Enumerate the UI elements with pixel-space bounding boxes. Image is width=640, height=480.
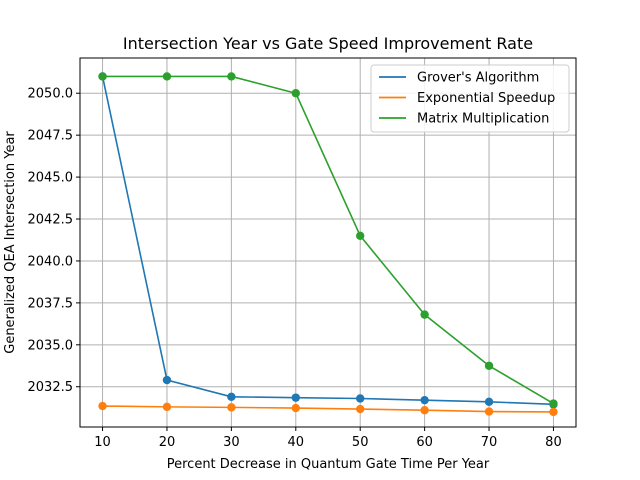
data-point <box>356 394 365 403</box>
data-point <box>227 403 236 412</box>
data-point <box>549 407 558 417</box>
legend-label: Exponential Speedup <box>417 91 555 106</box>
legend-label: Grover's Algorithm <box>417 71 539 86</box>
series-3 <box>98 72 558 408</box>
legend-label: Matrix Multiplication <box>417 112 549 127</box>
data-point <box>162 72 172 81</box>
y-tick-label: 2040.0 <box>28 254 74 269</box>
x-tick-label: 30 <box>223 435 240 450</box>
y-axis-label: Generalized QEA Intersection Year <box>3 131 18 354</box>
series-line <box>102 75 554 405</box>
x-tick-label: 70 <box>481 435 498 450</box>
y-tick-label: 2042.5 <box>28 213 74 228</box>
series-line <box>102 405 554 413</box>
data-point <box>227 392 236 402</box>
series-layer <box>98 72 558 417</box>
y-tick-label: 2047.5 <box>28 129 74 144</box>
data-point <box>420 395 429 405</box>
data-point <box>484 361 494 370</box>
y-tick-label: 2035.0 <box>28 338 74 353</box>
x-tick-label: 60 <box>416 435 433 450</box>
data-point <box>98 72 107 81</box>
data-point <box>227 72 236 81</box>
data-point <box>484 407 494 416</box>
x-tick-label: 20 <box>159 435 176 450</box>
legend-entry: Grover's Algorithm <box>379 71 539 86</box>
data-point <box>98 401 107 411</box>
legend: Grover's Algorithm Exponential Speedup Mat… <box>370 64 570 133</box>
data-point <box>420 310 429 319</box>
y-tick-label: 2032.5 <box>28 380 74 395</box>
data-point <box>356 231 365 240</box>
data-point <box>162 402 172 412</box>
legend-entry: Exponential Speedup <box>379 91 555 106</box>
chart-title: Intersection Year vs Gate Speed Improvem… <box>123 34 533 53</box>
series-line <box>101 76 554 406</box>
x-tick-label: 10 <box>94 435 111 450</box>
data-point <box>356 404 365 414</box>
y-tick-label: 2045.0 <box>28 171 74 186</box>
legend-box <box>370 64 570 133</box>
x-axis-label: Percent Decrease in Quantum Gate Time Pe… <box>167 457 490 472</box>
series-2 <box>98 401 558 417</box>
x-tick-label: 40 <box>288 435 305 450</box>
data-point <box>162 375 172 385</box>
data-point <box>291 403 300 413</box>
y-tick-label: 2050.0 <box>28 87 74 102</box>
plot-frame <box>79 57 577 428</box>
data-point <box>549 399 558 408</box>
ticks: 10 20 30 40 50 60 70 80 2032.5 2035.0 2037.5 2040.0… <box>28 87 562 450</box>
data-point <box>420 406 429 415</box>
data-point <box>291 89 300 98</box>
legend-entry: Matrix Multiplication <box>379 112 549 127</box>
data-point <box>291 393 300 402</box>
x-tick-label: 80 <box>545 435 562 450</box>
x-tick-label: 50 <box>352 435 369 450</box>
data-point <box>484 397 494 407</box>
y-tick-label: 2037.5 <box>28 296 74 311</box>
